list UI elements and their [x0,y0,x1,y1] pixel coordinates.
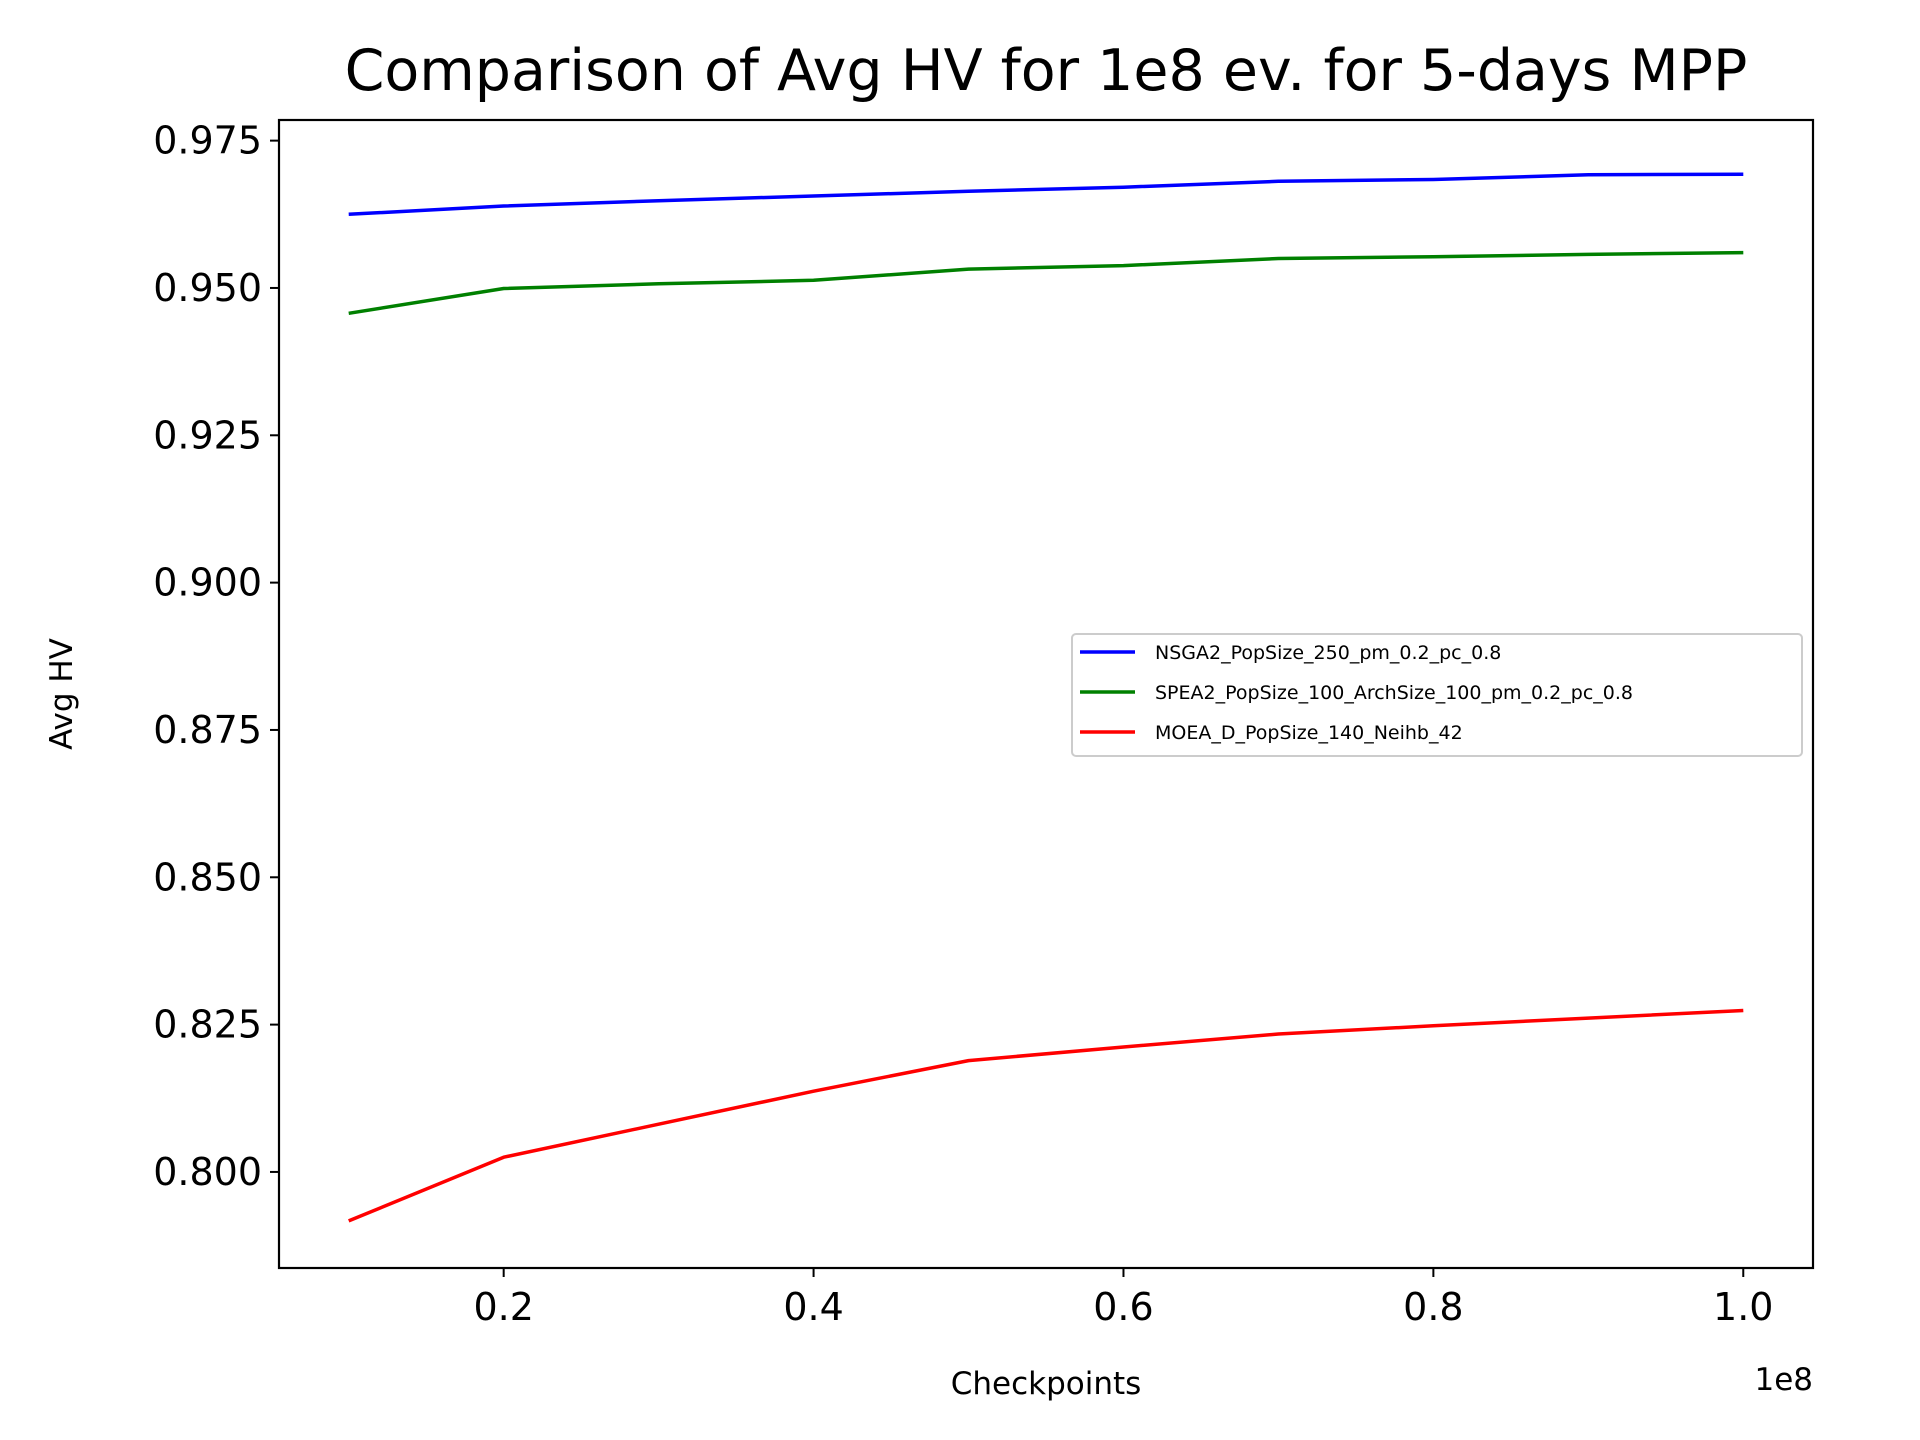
plot-area-frame [277,118,1815,1270]
y-tick-label: 0.875 [153,708,262,752]
legend-label-1: NSGA2_PopSize_250_pm_0.2_pc_0.8 [1155,642,1501,664]
x-tick-label: 0.4 [783,1285,843,1329]
x-tick-label: 1.0 [1713,1285,1773,1329]
x-axis-ticks: 0.2 0.4 0.6 0.8 1.0 [473,1268,1773,1329]
y-tick-label: 0.850 [153,855,262,899]
y-axis-label: Avg HV [44,638,80,750]
x-axis-offset-label: 1e8 [1754,1362,1813,1398]
legend-frame [1071,633,1803,757]
y-tick-label: 0.900 [153,561,262,605]
legend-label-3: MOEA_D_PopSize_140_Neihb_42 [1155,722,1463,744]
x-axis-label: Checkpoints [951,1366,1142,1402]
chart-title: Comparison of Avg HV for 1e8 ev. for 5-d… [345,38,1748,104]
series-layer [348,172,1744,1223]
x-tick-label: 0.6 [1093,1285,1153,1329]
y-tick-label: 0.825 [153,1003,262,1047]
y-tick-label: 0.925 [153,413,262,457]
y-tick-label: 0.950 [153,266,262,310]
series-line-2 [348,250,1744,316]
legend: NSGA2_PopSize_250_pm_0.2_pc_0.8 SPEA2_Pop… [1071,633,1803,757]
series-line-1 [348,172,1744,217]
y-tick-label: 0.800 [153,1150,262,1194]
series-line-3 [348,1008,1744,1223]
x-tick-label: 0.8 [1403,1285,1463,1329]
legend-label-2: SPEA2_PopSize_100_ArchSize_100_pm_0.2_pc… [1155,682,1633,704]
x-tick-label: 0.2 [473,1285,533,1329]
y-axis-ticks: 0.800 0.825 0.850 0.875 0.900 0.925 0.950 0.975 [153,119,279,1194]
y-tick-label: 0.975 [153,119,262,163]
